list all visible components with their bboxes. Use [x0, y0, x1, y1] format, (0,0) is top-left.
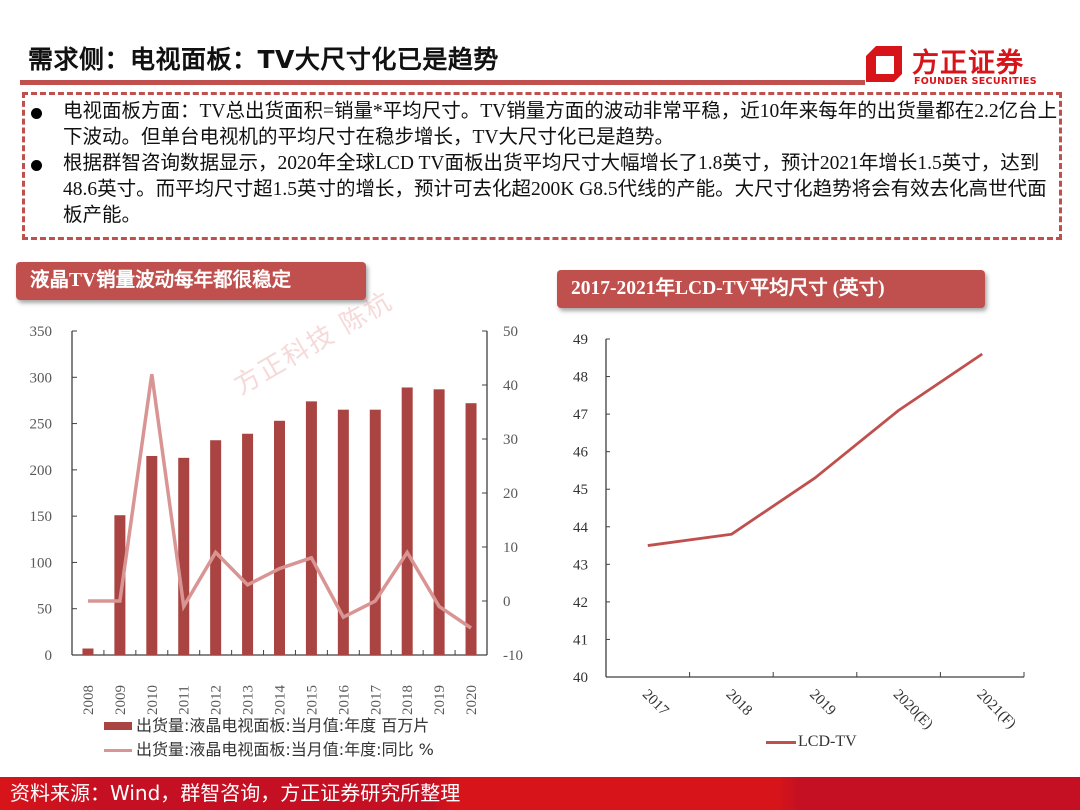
x-tick-label: 2018	[400, 685, 416, 715]
bar-2008	[82, 648, 94, 655]
x-tick-label: 2010	[145, 685, 161, 715]
x-tick-label: 2014	[273, 685, 289, 716]
lcd-tv-size-line	[647, 352, 983, 547]
y-tick-label: 44	[573, 520, 589, 536]
x-tick-label: 2019	[432, 685, 448, 715]
bar-2011	[178, 457, 190, 655]
page-title: 需求侧：电视面板：TV大尺寸化已是趋势	[28, 45, 499, 74]
left-chart-title: 液晶TV销量波动每年都很稳定	[16, 262, 366, 300]
x-tick-label: 2020	[464, 685, 480, 715]
y-tick-label: 0	[45, 648, 53, 664]
left-chart-legend: 出货量:液晶电视面板:当月值:年度 百万片 出货量:液晶电视面板:当月值:年度:…	[104, 714, 434, 762]
yoy-line	[87, 373, 473, 630]
logo-english-text: FOUNDER SECURITIES	[914, 76, 1037, 87]
y-tick-label: 100	[30, 555, 53, 571]
bar-2016	[337, 409, 349, 655]
y-tick-label: 250	[30, 417, 53, 433]
bar-2018	[401, 387, 413, 655]
bullet-dot-icon	[31, 160, 42, 171]
logo-mark-icon	[866, 46, 902, 82]
bar-2010	[146, 455, 158, 655]
y-tick-label: 48	[573, 370, 588, 386]
legend-item-shipments: 出货量:液晶电视面板:当月值:年度 百万片	[104, 714, 434, 738]
y-tick-label: 45	[573, 482, 588, 498]
legend-label: 出货量:液晶电视面板:当月值:年度:同比 %	[136, 740, 434, 759]
y2-tick-label: 40	[503, 378, 518, 394]
right-chart-legend: LCD-TV	[766, 732, 857, 752]
y-tick-label: 50	[37, 602, 52, 618]
summary-box: 电视面板方面：TV总出货面积=销量*平均尺寸。TV销量方面的波动非常平稳，近10…	[22, 92, 1062, 240]
y-tick-label: 42	[573, 595, 588, 611]
x-tick-label: 2017	[639, 687, 672, 720]
bar-2020	[465, 403, 477, 655]
bar-2019	[433, 389, 445, 655]
logo-chinese-text: 方正证券	[912, 48, 1024, 79]
title-underline	[20, 80, 865, 85]
founder-securities-logo: 方正证券 FOUNDER SECURITIES	[862, 40, 1052, 92]
bullet-text: 根据群智咨询数据显示，2020年全球LCD TV面板出货平均尺寸大幅增长了1.8…	[63, 153, 1047, 226]
x-tick-label: 2018	[723, 687, 756, 720]
x-tick-label: 2012	[209, 685, 225, 715]
y2-tick-label: 30	[503, 432, 518, 448]
legend-line-swatch-icon	[104, 749, 132, 752]
x-tick-label: 2019	[806, 687, 839, 720]
bar-2015	[305, 401, 317, 655]
y-tick-label: 46	[573, 445, 589, 461]
x-tick-label: 2008	[81, 685, 97, 715]
x-tick-label: 2015	[304, 685, 320, 715]
y2-tick-label: -10	[503, 648, 523, 664]
y2-tick-label: 20	[503, 486, 518, 502]
y-tick-label: 350	[30, 324, 53, 340]
source-footer: 资料来源：Wind，群智咨询，方正证券研究所整理	[0, 777, 1080, 810]
legend-label: LCD-TV	[798, 733, 857, 750]
y-tick-label: 49	[573, 332, 588, 348]
legend-label: 出货量:液晶电视面板:当月值:年度 百万片	[136, 716, 430, 735]
bar-2009	[114, 515, 126, 655]
bar-2013	[242, 433, 254, 655]
y2-tick-label: 50	[503, 324, 518, 340]
y2-tick-label: 0	[503, 594, 511, 610]
y-tick-label: 43	[573, 557, 588, 573]
legend-bar-swatch-icon	[104, 722, 132, 730]
x-tick-label: 2013	[241, 685, 257, 715]
y-tick-label: 300	[30, 370, 53, 386]
y-tick-label: 40	[573, 670, 588, 686]
x-tick-label: 2009	[113, 685, 129, 715]
x-tick-label: 2016	[336, 685, 352, 716]
right-chart-title: 2017-2021年LCD-TV平均尺寸 (英寸)	[557, 270, 985, 308]
legend-line-swatch-icon	[766, 741, 796, 744]
bullet-dot-icon	[31, 108, 42, 119]
y2-tick-label: 10	[503, 540, 518, 556]
bar-2012	[210, 440, 222, 655]
bullet-text: 电视面板方面：TV总出货面积=销量*平均尺寸。TV销量方面的波动非常平稳，近10…	[63, 101, 1058, 148]
source-text: 资料来源：Wind，群智咨询，方正证券研究所整理	[10, 781, 461, 805]
legend-item-yoy: 出货量:液晶电视面板:当月值:年度:同比 %	[104, 738, 434, 762]
bar-2017	[369, 409, 381, 655]
y-tick-label: 200	[30, 463, 53, 479]
y-tick-label: 150	[30, 509, 53, 525]
x-tick-label: 2020(E)	[890, 687, 936, 733]
y-tick-label: 47	[573, 407, 589, 423]
x-tick-label: 2017	[368, 685, 384, 716]
x-tick-label: 2011	[177, 685, 193, 714]
bar-2014	[274, 420, 285, 655]
y-tick-label: 41	[573, 632, 588, 648]
x-tick-label: 2021(F)	[973, 687, 1018, 732]
